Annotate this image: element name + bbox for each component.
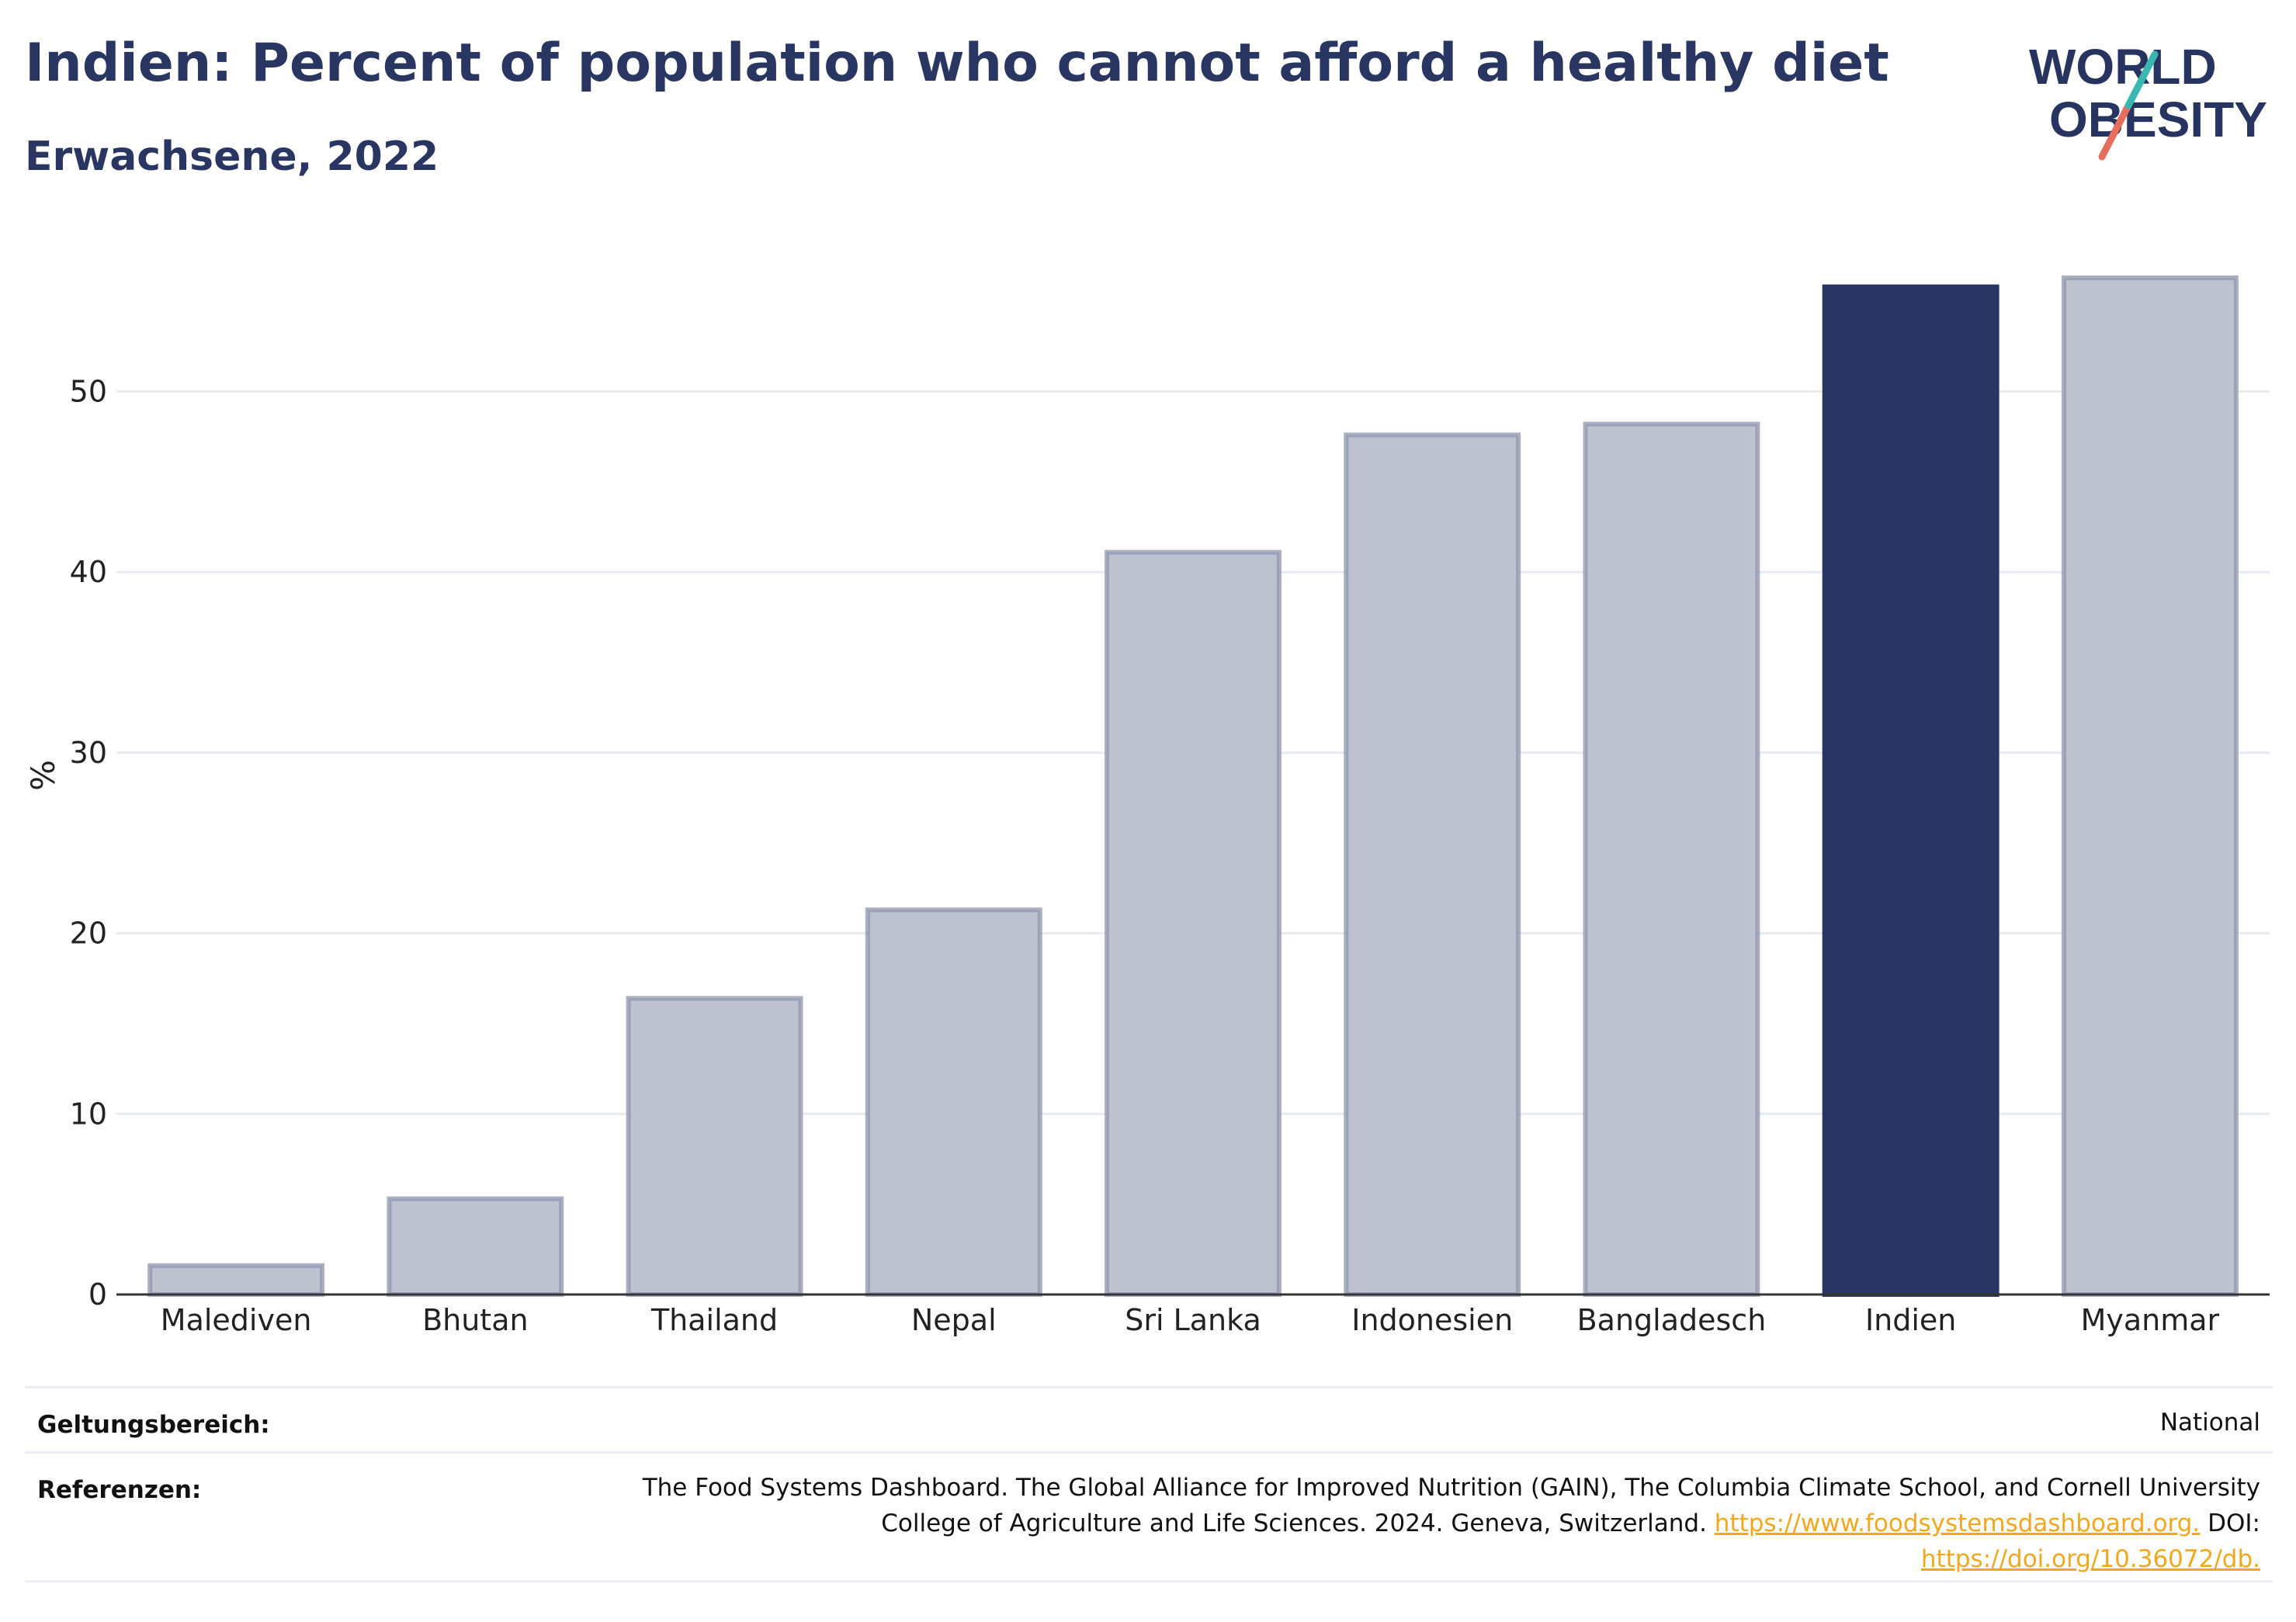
x-tick-label: Nepal xyxy=(911,1303,997,1337)
chart-title: Indien: Percent of population who cannot… xyxy=(25,33,1889,94)
doi-label: DOI: xyxy=(2208,1509,2260,1537)
x-tick-label: Bhutan xyxy=(422,1303,529,1337)
x-tick-label: Indonesien xyxy=(1351,1303,1513,1337)
bar-bhutan xyxy=(387,1196,564,1297)
bar-thailand xyxy=(626,996,803,1298)
bar-sri-lanka xyxy=(1105,549,1282,1297)
bar-bangladesch xyxy=(1583,421,1760,1297)
x-tick-label: Indien xyxy=(1865,1303,1956,1337)
footer-divider xyxy=(25,1580,2273,1582)
logo-line1: WORLD xyxy=(2029,39,2217,95)
y-tick-label: 30 xyxy=(70,736,107,770)
y-axis-label: % xyxy=(24,760,62,791)
y-tick-label: 0 xyxy=(88,1277,107,1312)
x-tick-label: Myanmar xyxy=(2081,1303,2220,1337)
bar-myanmar xyxy=(2061,275,2239,1298)
bar-indonesien xyxy=(1344,432,1521,1298)
footer-divider xyxy=(25,1451,2273,1454)
y-tick-label: 50 xyxy=(70,375,107,409)
x-tick-label: Thailand xyxy=(650,1303,778,1337)
x-tick-label: Sri Lanka xyxy=(1125,1303,1261,1337)
footer-divider xyxy=(25,1386,2273,1388)
references-line2: College of Agriculture and Life Sciences… xyxy=(643,1506,2260,1541)
bar-chart: 0 10 20 30 40 50% Malediven Bhutan Thailand Nepal… xyxy=(24,275,2270,1337)
bar-indien xyxy=(1822,284,1999,1298)
y-tick-label: 10 xyxy=(70,1097,107,1131)
y-tick-label: 40 xyxy=(70,555,107,589)
logo-line2: OBESITY xyxy=(2049,92,2267,147)
references-line2-text: College of Agriculture and Life Sciences… xyxy=(881,1509,1707,1537)
doi-link[interactable]: https://doi.org/10.36072/db. xyxy=(1920,1545,2260,1573)
chart-subtitle: Erwachsene, 2022 xyxy=(25,133,439,180)
bar-nepal xyxy=(865,907,1042,1298)
bar-malediven xyxy=(147,1263,325,1297)
x-tick-label: Malediven xyxy=(161,1303,312,1337)
scope-label: Geltungsbereich: xyxy=(37,1411,270,1439)
dashboard-link[interactable]: https://www.foodsystemsdashboard.org. xyxy=(1714,1509,2201,1537)
x-tick-label: Bangladesch xyxy=(1577,1303,1767,1337)
scope-value: National xyxy=(2159,1409,2260,1437)
references-label: Referenzen: xyxy=(37,1476,202,1504)
references-line3: https://doi.org/10.36072/db. xyxy=(643,1541,2260,1577)
references-line1: The Food Systems Dashboard. The Global A… xyxy=(642,1474,2260,1502)
y-tick-label: 20 xyxy=(70,917,107,951)
references-text: The Food Systems Dashboard. The Global A… xyxy=(643,1470,2260,1577)
world-obesity-logo: WORLD OBESITY xyxy=(2029,39,2267,161)
